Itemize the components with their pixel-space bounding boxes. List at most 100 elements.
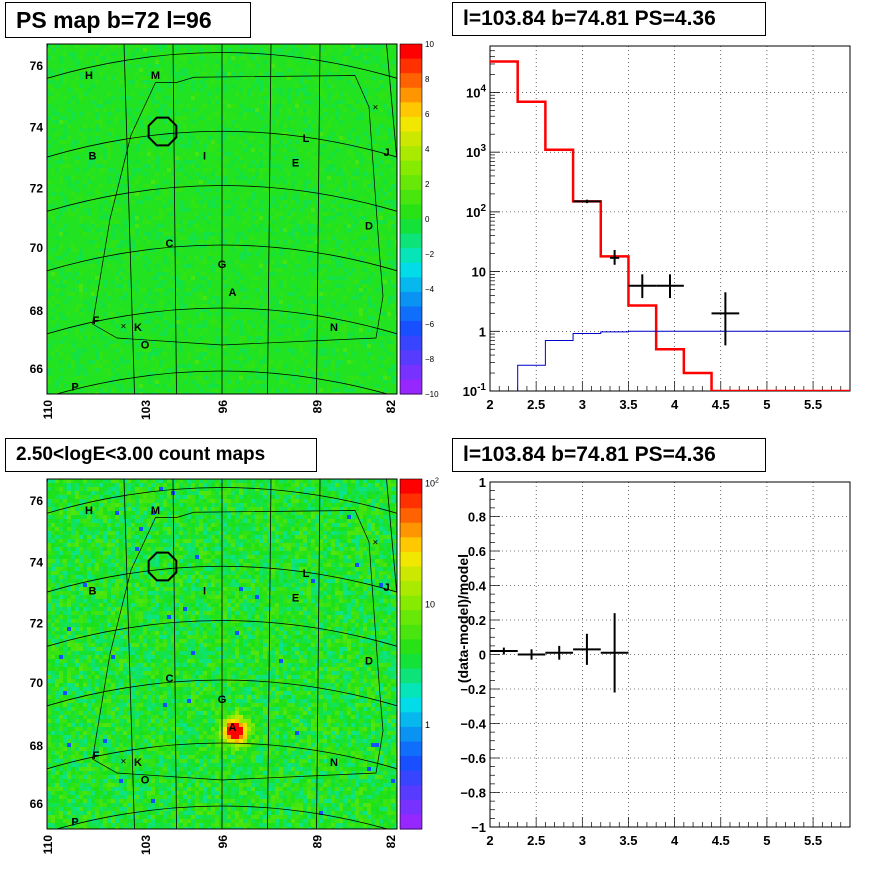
colorbar-tick-label: −6 xyxy=(425,320,435,329)
region-label-b: B xyxy=(89,151,97,163)
cross-marker: × xyxy=(373,538,379,549)
y-tick-label: 10 xyxy=(472,265,486,280)
colorbar-segment xyxy=(400,204,422,220)
colorbar-segment xyxy=(400,581,422,597)
colorbar-segment xyxy=(400,189,422,206)
y-tick-label: 104 xyxy=(466,83,486,100)
region-label-l: L xyxy=(303,133,310,145)
colorbar-segment xyxy=(400,248,422,264)
region-label-p: P xyxy=(71,382,78,394)
region-label-k: K xyxy=(134,322,142,334)
colorbar-tick-label: 10 xyxy=(425,40,434,49)
source-octagon-marker xyxy=(147,116,178,147)
y-tick-label: −0.6 xyxy=(460,751,486,766)
source-octagon-marker xyxy=(147,551,178,582)
longitude-line xyxy=(386,479,397,601)
region-outline xyxy=(92,75,384,346)
region-label-a: A xyxy=(229,287,237,299)
x-tick-label: 5.5 xyxy=(804,397,822,412)
region-label-h: H xyxy=(85,505,93,517)
longitude-line xyxy=(386,44,397,166)
colorbar-segment xyxy=(400,277,422,293)
colorbar-tick-label: 10 xyxy=(425,599,435,609)
countmap-title: 2.50<logE<3.00 count maps xyxy=(5,438,317,472)
map-y-tick-label: 76 xyxy=(30,59,44,73)
region-label-i: I xyxy=(203,151,206,163)
colorbar-segment xyxy=(400,479,422,495)
region-label-j: J xyxy=(383,582,389,594)
map-x-tick-label: 82 xyxy=(384,835,398,849)
region-label-d: D xyxy=(365,656,373,668)
region-label-h: H xyxy=(85,70,93,82)
map-x-tick-label: 89 xyxy=(311,835,325,849)
region-label-a: A xyxy=(229,722,237,734)
colorbar-segment xyxy=(400,537,422,553)
colorbar-segment xyxy=(400,350,422,366)
colorbar-segment xyxy=(400,493,422,509)
region-label-c: C xyxy=(166,673,174,685)
y-tick-label: 10-1 xyxy=(463,382,487,399)
y-tick-label: −0.8 xyxy=(460,786,486,801)
x-tick-label: 4 xyxy=(671,833,679,848)
region-label-i: I xyxy=(203,586,206,598)
y-tick-label: 103 xyxy=(466,143,486,160)
colorbar-segment xyxy=(400,291,422,308)
map-frame xyxy=(46,478,398,830)
colorbar-segment xyxy=(400,262,422,278)
x-tick-label: 3 xyxy=(579,833,586,848)
map-x-tick-label: 103 xyxy=(139,835,153,855)
map-y-tick-label: 66 xyxy=(30,362,44,376)
longitude-line xyxy=(267,44,272,394)
longitude-line xyxy=(316,44,321,394)
colorbar-segment xyxy=(400,756,422,772)
region-label-g: G xyxy=(218,694,227,706)
longitude-line xyxy=(172,479,177,829)
cross-marker: × xyxy=(373,103,379,114)
colorbar-tick-label: 6 xyxy=(425,110,430,119)
colorbar-segment xyxy=(400,508,422,524)
x-tick-label: 5 xyxy=(763,397,770,412)
colorbar-segment xyxy=(400,335,422,351)
colorbar-tick-label: 102 xyxy=(425,478,439,489)
map-x-tick-label: 110 xyxy=(41,400,55,420)
region-outline xyxy=(92,510,384,781)
x-tick-label: 4.5 xyxy=(712,833,730,848)
colorbar-tick-label: −8 xyxy=(425,355,435,364)
map-x-tick-label: 103 xyxy=(139,400,153,420)
region-label-n: N xyxy=(330,757,338,769)
longitude-line xyxy=(316,479,321,829)
longitude-line xyxy=(267,479,272,829)
x-tick-label: 5 xyxy=(763,833,770,848)
map-y-tick-label: 76 xyxy=(30,494,44,508)
y-tick-label: 102 xyxy=(466,203,486,220)
colorbar-tick-label: 2 xyxy=(425,180,430,189)
map-y-tick-label: 72 xyxy=(30,182,44,196)
region-label-k: K xyxy=(134,757,142,769)
colorbar-segment xyxy=(400,741,422,757)
map-y-tick-label: 68 xyxy=(30,739,44,753)
colorbar-tick-label: 4 xyxy=(425,145,430,154)
region-label-f: F xyxy=(93,750,100,762)
colorbar-segment xyxy=(400,814,422,830)
map-x-tick-label: 96 xyxy=(216,400,230,414)
map-y-tick-label: 72 xyxy=(30,617,44,631)
longitude-line xyxy=(123,479,135,829)
colorbar-tick-label: −2 xyxy=(425,250,435,259)
longitude-line xyxy=(47,44,48,53)
region-label-n: N xyxy=(330,322,338,334)
colorbar-segment xyxy=(400,364,422,381)
region-label-p: P xyxy=(71,817,78,829)
colorbar-segment xyxy=(400,726,422,743)
colorbar-segment xyxy=(400,306,422,322)
region-label-g: G xyxy=(218,259,227,271)
colorbar-segment xyxy=(400,712,422,728)
plot-frame xyxy=(489,45,851,392)
x-tick-label: 4 xyxy=(671,397,679,412)
y-tick-label: 0.2 xyxy=(468,613,486,628)
x-tick-label: 2 xyxy=(486,397,493,412)
map-frame xyxy=(46,43,398,395)
map-y-tick-label: 70 xyxy=(30,241,44,255)
cross-marker: × xyxy=(121,321,127,332)
